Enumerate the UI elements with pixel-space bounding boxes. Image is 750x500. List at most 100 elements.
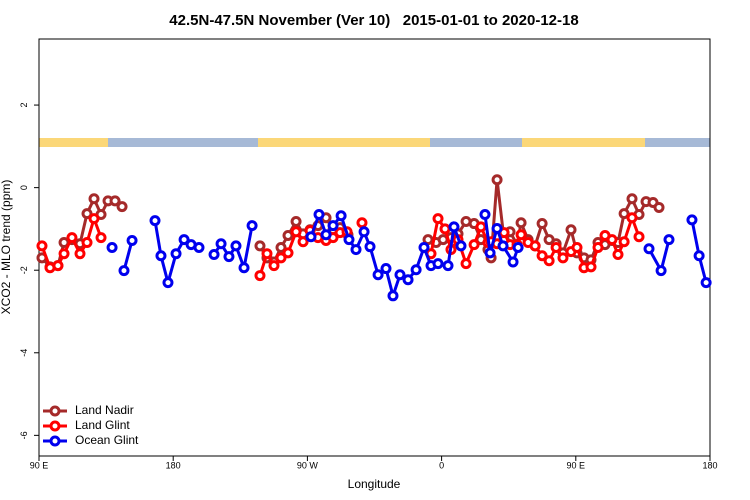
- point: [109, 195, 121, 207]
- point: [468, 239, 480, 251]
- point: [327, 220, 339, 232]
- point: [81, 237, 93, 249]
- point: [442, 260, 454, 272]
- land-mask: [39, 138, 710, 147]
- point: [557, 252, 569, 264]
- point: [543, 255, 555, 267]
- point: [254, 270, 266, 282]
- point: [74, 248, 86, 260]
- point: [460, 258, 472, 270]
- point: [254, 240, 266, 252]
- point: [246, 220, 258, 232]
- point: [372, 269, 384, 281]
- x-axis-title: Longitude: [348, 477, 401, 491]
- point: [663, 234, 675, 246]
- y-tick-label: -4: [19, 349, 29, 357]
- point: [313, 208, 325, 220]
- point: [364, 241, 376, 253]
- y-tick-label: -6: [19, 431, 29, 439]
- point: [356, 217, 368, 229]
- point: [475, 221, 487, 233]
- y-axis-title: XCO2 - MLO trend (ppm): [0, 180, 13, 315]
- point: [170, 248, 182, 260]
- point: [410, 264, 422, 276]
- point: [88, 213, 100, 225]
- point: [193, 242, 205, 253]
- point: [320, 229, 332, 241]
- y-tick-label: 0: [19, 185, 29, 190]
- point: [178, 234, 190, 246]
- x-tick-label: 90 E: [567, 460, 586, 470]
- y-tick-label: -2: [19, 266, 29, 274]
- legend-marker: [49, 420, 61, 432]
- point: [88, 193, 100, 205]
- point: [536, 218, 548, 230]
- point: [116, 201, 128, 213]
- point: [507, 256, 519, 268]
- point: [275, 242, 287, 253]
- point: [282, 247, 294, 259]
- point: [550, 242, 562, 253]
- point: [571, 242, 583, 253]
- point: [448, 221, 460, 233]
- point: [565, 224, 577, 236]
- point: [515, 229, 527, 241]
- legend-marker: [49, 435, 61, 447]
- point: [655, 265, 667, 277]
- point: [66, 232, 78, 244]
- point: [215, 238, 227, 250]
- point: [439, 223, 451, 235]
- point: [305, 231, 317, 243]
- point: [81, 208, 93, 220]
- point: [387, 290, 399, 302]
- point: [290, 215, 302, 227]
- point: [380, 263, 392, 275]
- point: [626, 193, 638, 205]
- point: [693, 250, 705, 262]
- x-tick-label: 180: [702, 460, 717, 470]
- x-tick-label: 180: [166, 460, 181, 470]
- point: [106, 242, 118, 253]
- point: [653, 201, 665, 213]
- point: [290, 226, 302, 238]
- point: [238, 262, 250, 274]
- point: [402, 274, 414, 286]
- point: [643, 243, 655, 255]
- point: [536, 250, 548, 262]
- legend-label: Ocean Glint: [75, 433, 139, 447]
- point: [350, 244, 362, 256]
- point: [432, 258, 444, 270]
- point: [58, 248, 70, 260]
- point: [479, 208, 491, 220]
- point: [335, 210, 347, 222]
- point: [432, 213, 444, 225]
- point: [686, 214, 698, 226]
- point: [230, 240, 242, 252]
- point: [126, 234, 138, 246]
- point: [633, 231, 645, 243]
- chart-title: 42.5N-47.5N November (Ver 10) 2015-01-01…: [169, 12, 578, 29]
- point: [394, 269, 406, 281]
- ocean-strip: [108, 138, 258, 147]
- point: [618, 208, 630, 220]
- point: [275, 252, 287, 264]
- point: [512, 242, 524, 253]
- point: [261, 248, 273, 260]
- land-strip: [258, 138, 430, 147]
- y-tick-label: 2: [19, 103, 29, 108]
- legend-label: Land Glint: [75, 418, 130, 432]
- point: [118, 265, 130, 277]
- point: [585, 261, 597, 273]
- point: [626, 212, 638, 224]
- point: [52, 260, 64, 272]
- point: [592, 242, 604, 253]
- ocean-strip: [430, 138, 522, 147]
- point: [297, 236, 309, 248]
- x-tick-label: 90 W: [297, 460, 319, 470]
- point: [606, 234, 618, 246]
- point: [418, 242, 430, 253]
- ocean-strip: [645, 138, 710, 147]
- point: [36, 240, 48, 252]
- legend-marker: [49, 405, 61, 417]
- point: [484, 247, 496, 259]
